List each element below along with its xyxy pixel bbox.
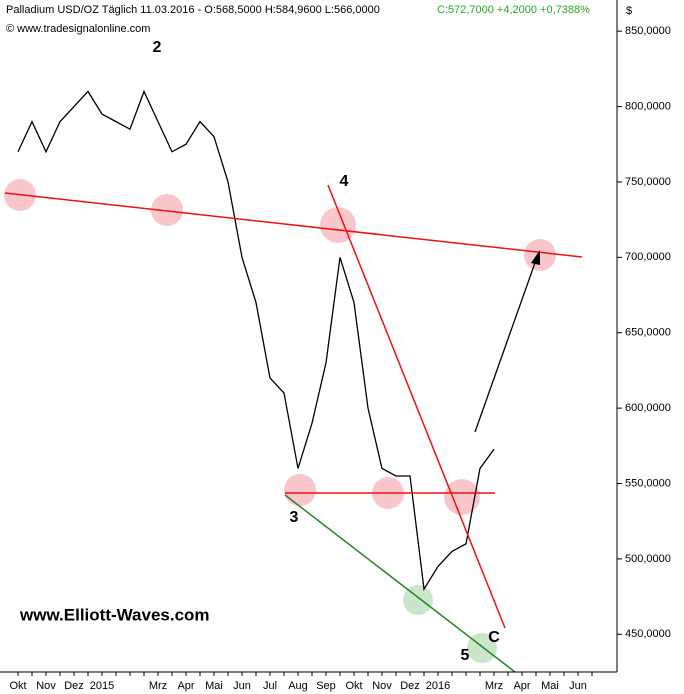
- y-tick-label: 600,0000: [625, 402, 671, 414]
- x-tick-label: Sep: [316, 680, 336, 692]
- x-tick-label: Mrz: [149, 680, 167, 692]
- chart-title-change: C:572,7000 +4,2000 +0,7388%: [437, 4, 590, 16]
- x-tick-label: Dez: [400, 680, 420, 692]
- x-tick-label: 2016: [426, 680, 450, 692]
- x-tick-label: Apr: [177, 680, 194, 692]
- y-tick-label: 550,0000: [625, 477, 671, 489]
- chart-title: Palladium USD/OZ Täglich 11.03.2016 - O:…: [6, 4, 380, 16]
- y-tick-label: 450,0000: [625, 628, 671, 640]
- y-tick-label: 750,0000: [625, 176, 671, 188]
- y-tick-label: 650,0000: [625, 327, 671, 339]
- x-tick-label: Nov: [36, 680, 56, 692]
- y-tick-label: 850,0000: [625, 25, 671, 37]
- x-tick-label: 2015: [90, 680, 114, 692]
- wave-label: 5: [461, 647, 470, 664]
- wave-label: 2: [153, 39, 162, 56]
- x-tick-label: Aug: [288, 680, 308, 692]
- y-tick-label: 700,0000: [625, 251, 671, 263]
- y-axis-label: $: [626, 5, 632, 17]
- x-tick-label: Apr: [513, 680, 530, 692]
- wave-label: 4: [340, 173, 349, 190]
- x-tick-label: Jun: [233, 680, 251, 692]
- x-tick-label: Mai: [541, 680, 559, 692]
- x-tick-label: Okt: [9, 680, 26, 692]
- x-tick-label: Mrz: [485, 680, 503, 692]
- wave-label: C: [488, 629, 500, 646]
- trendlines: [4, 184, 583, 673]
- subtitle: © www.tradesignalonline.com: [6, 23, 150, 35]
- y-tick-label: 800,0000: [625, 100, 671, 112]
- watermark: www.Elliott-Waves.com: [19, 605, 210, 624]
- x-tick-label: Okt: [345, 680, 362, 692]
- x-tick-label: Jul: [263, 680, 277, 692]
- wave-label: 3: [290, 509, 299, 526]
- x-tick-label: Jun: [569, 680, 587, 692]
- y-tick-label: 500,0000: [625, 553, 671, 565]
- x-tick-label: Nov: [372, 680, 392, 692]
- x-tick-label: Dez: [64, 680, 84, 692]
- price-line: [17, 89, 495, 591]
- x-tick-label: Mai: [205, 680, 223, 692]
